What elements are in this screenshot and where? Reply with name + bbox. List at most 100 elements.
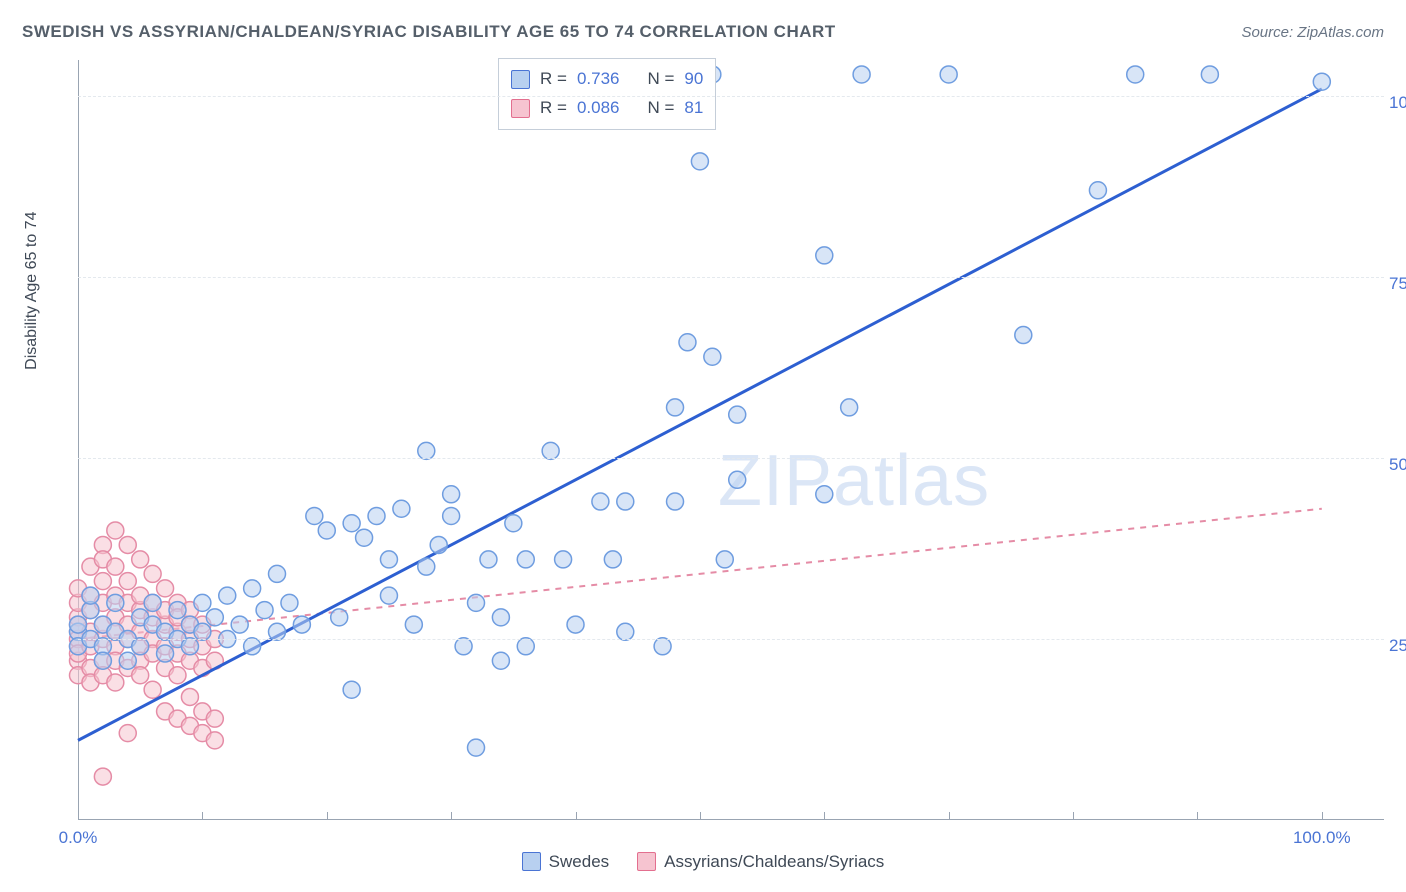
data-point-swedes <box>181 638 198 655</box>
data-point-swedes <box>418 442 435 459</box>
x-tick <box>576 812 577 820</box>
data-point-swedes <box>293 616 310 633</box>
chart-title: SWEDISH VS ASSYRIAN/CHALDEAN/SYRIAC DISA… <box>22 22 1384 42</box>
data-point-swedes <box>194 623 211 640</box>
data-point-swedes <box>368 508 385 525</box>
data-point-swedes <box>691 153 708 170</box>
data-point-swedes <box>816 486 833 503</box>
correlation-legend: R =0.736N =90R =0.086N =81 <box>498 58 716 130</box>
data-point-swedes <box>468 739 485 756</box>
x-tick <box>78 812 79 820</box>
regression-line-acs <box>78 509 1322 639</box>
data-point-swedes <box>119 652 136 669</box>
data-point-swedes <box>418 558 435 575</box>
data-point-swedes <box>157 645 174 662</box>
data-point-swedes <box>480 551 497 568</box>
data-point-swedes <box>318 522 335 539</box>
data-point-acs <box>206 710 223 727</box>
gridline <box>78 96 1384 97</box>
data-point-swedes <box>231 616 248 633</box>
y-tick-label: 50.0% <box>1389 455 1406 475</box>
swatch-swedes <box>522 852 541 871</box>
data-point-acs <box>107 558 124 575</box>
data-point-swedes <box>269 623 286 640</box>
legend-item-swedes: Swedes <box>522 852 609 872</box>
data-point-acs <box>119 573 136 590</box>
data-point-swedes <box>617 623 634 640</box>
data-point-swedes <box>555 551 572 568</box>
data-point-swedes <box>206 609 223 626</box>
legend-item-acs: Assyrians/Chaldeans/Syriacs <box>637 852 884 872</box>
plot-region: ZIPatlas R =0.736N =90R =0.086N =81 25.0… <box>78 60 1384 820</box>
data-point-swedes <box>716 551 733 568</box>
data-point-acs <box>119 725 136 742</box>
data-point-swedes <box>82 587 99 604</box>
data-point-swedes <box>219 587 236 604</box>
data-point-swedes <box>1015 327 1032 344</box>
gridline <box>78 277 1384 278</box>
scatter-svg <box>78 60 1384 820</box>
correlation-row: R =0.736N =90 <box>511 65 703 94</box>
data-point-swedes <box>256 602 273 619</box>
data-point-swedes <box>306 508 323 525</box>
corr-swatch <box>511 99 530 118</box>
y-tick-label: 75.0% <box>1389 274 1406 294</box>
data-point-swedes <box>567 616 584 633</box>
n-label: N = <box>647 94 674 123</box>
data-point-swedes <box>667 399 684 416</box>
data-point-swedes <box>492 609 509 626</box>
data-point-swedes <box>1313 73 1330 90</box>
data-point-swedes <box>132 638 149 655</box>
data-point-swedes <box>517 638 534 655</box>
chart-area: Disability Age 65 to 74 ZIPatlas R =0.73… <box>48 60 1384 820</box>
gridline <box>78 458 1384 459</box>
data-point-swedes <box>169 602 186 619</box>
data-point-swedes <box>343 515 360 532</box>
data-point-swedes <box>455 638 472 655</box>
data-point-swedes <box>592 493 609 510</box>
data-point-swedes <box>542 442 559 459</box>
r-value: 0.736 <box>577 65 620 94</box>
data-point-acs <box>94 768 111 785</box>
data-point-swedes <box>492 652 509 669</box>
gridline <box>78 639 1384 640</box>
correlation-row: R =0.086N =81 <box>511 94 703 123</box>
source-attribution: Source: ZipAtlas.com <box>1241 24 1384 41</box>
x-tick-label: 100.0% <box>1293 828 1351 848</box>
data-point-swedes <box>729 406 746 423</box>
x-tick-label: 0.0% <box>59 828 98 848</box>
data-point-swedes <box>816 247 833 264</box>
legend-label-swedes: Swedes <box>549 852 609 871</box>
data-point-swedes <box>331 609 348 626</box>
data-point-swedes <box>1127 66 1144 83</box>
data-point-swedes <box>405 616 422 633</box>
data-point-swedes <box>70 616 87 633</box>
data-point-swedes <box>505 515 522 532</box>
data-point-acs <box>132 551 149 568</box>
x-tick <box>1073 812 1074 820</box>
x-tick <box>327 812 328 820</box>
data-point-swedes <box>654 638 671 655</box>
data-point-swedes <box>269 565 286 582</box>
data-point-acs <box>144 565 161 582</box>
data-point-swedes <box>244 580 261 597</box>
data-point-swedes <box>443 486 460 503</box>
data-point-swedes <box>281 594 298 611</box>
x-tick <box>949 812 950 820</box>
data-point-swedes <box>841 399 858 416</box>
x-tick <box>1322 812 1323 820</box>
x-tick <box>700 812 701 820</box>
data-point-swedes <box>380 587 397 604</box>
x-tick <box>824 812 825 820</box>
data-point-acs <box>107 522 124 539</box>
data-point-acs <box>107 674 124 691</box>
data-point-acs <box>169 667 186 684</box>
r-label: R = <box>540 65 567 94</box>
data-point-acs <box>144 681 161 698</box>
data-point-swedes <box>468 594 485 611</box>
legend-bottom: Swedes Assyrians/Chaldeans/Syriacs <box>0 852 1406 872</box>
r-label: R = <box>540 94 567 123</box>
data-point-swedes <box>517 551 534 568</box>
swatch-acs <box>637 852 656 871</box>
data-point-swedes <box>430 536 447 553</box>
